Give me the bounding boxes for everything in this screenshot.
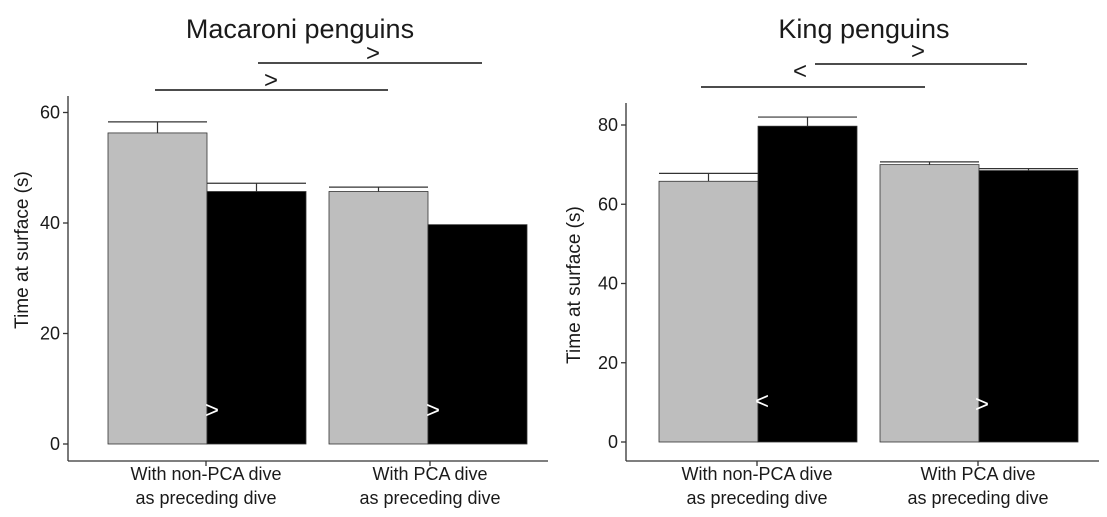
king-bar-grey-0 [658, 180, 759, 443]
macaroni-in-bar-symbol: > [426, 397, 440, 424]
macaroni-comparison-symbol: > [366, 40, 380, 67]
king-y-tick-label: 40 [598, 274, 618, 294]
king-y-axis-label: Time at surface (s) [564, 206, 585, 364]
king-category-label: With non-PCA dive [681, 464, 832, 484]
macaroni-y-axis-label: Time at surface (s) [12, 171, 33, 329]
king-panel-title: King penguins [778, 14, 949, 44]
macaroni-penguins-panel: 0 20 40 60 With non-PCA dive as preceding div… [12, 14, 548, 508]
king-bar-black-1 [978, 170, 1079, 443]
macaroni-category-label: With non-PCA dive [130, 464, 281, 484]
king-bar-grey-1 [879, 164, 980, 443]
king-in-bar-symbol: > [975, 391, 989, 418]
macaroni-category-label: With PCA dive [372, 464, 487, 484]
macaroni-y-tick-label: 40 [40, 213, 60, 233]
macaroni-y-tick-label: 60 [40, 103, 60, 123]
macaroni-comparison-symbol: > [264, 67, 278, 94]
macaroni-panel-title: Macaroni penguins [186, 14, 414, 44]
macaroni-bar-grey-1 [328, 191, 429, 445]
king-y-tick-label: 20 [598, 353, 618, 373]
king-comparison-symbol: > [911, 38, 925, 65]
king-comparison-symbol: < [793, 58, 807, 85]
macaroni-y-tick-label: 0 [50, 434, 60, 454]
macaroni-y-tick-label: 20 [40, 324, 60, 344]
king-category-label: With PCA dive [920, 464, 1035, 484]
king-category-label: as preceding dive [907, 488, 1048, 508]
king-y-tick-label: 80 [598, 115, 618, 135]
macaroni-in-bar-symbol: > [205, 397, 219, 424]
macaroni-category-label: as preceding dive [135, 488, 276, 508]
king-in-bar-symbol: < [755, 388, 769, 415]
king-y-tick-label: 0 [608, 432, 618, 452]
king-penguins-panel: 0 20 40 60 80 With non-PCA dive as preceding d… [564, 14, 1099, 508]
macaroni-bar-black-1 [427, 224, 528, 445]
macaroni-bar-grey-0 [107, 132, 208, 445]
king-bar-black-0 [757, 125, 858, 443]
macaroni-category-label: as preceding dive [359, 488, 500, 508]
king-category-label: as preceding dive [686, 488, 827, 508]
macaroni-bar-black-0 [206, 191, 307, 445]
king-y-tick-label: 60 [598, 194, 618, 214]
